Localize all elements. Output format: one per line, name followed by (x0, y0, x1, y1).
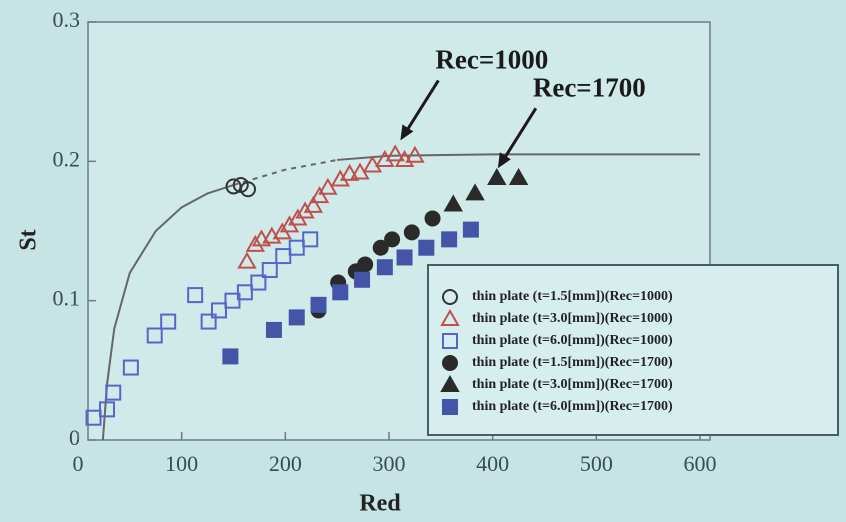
point (358, 257, 372, 271)
annotation: Rec=1000 (435, 45, 548, 75)
x-tick-label: 0 (73, 451, 84, 476)
point (223, 349, 237, 363)
y-axis-label: St (16, 229, 42, 250)
x-tick-label: 100 (165, 451, 198, 476)
x-tick-label: 500 (580, 451, 613, 476)
point (398, 250, 412, 264)
legend-label: thin plate (t=6.0[mm])(Rec=1700) (472, 399, 673, 414)
legend-label: thin plate (t=3.0[mm])(Rec=1000) (472, 311, 673, 326)
point (405, 225, 419, 239)
point (267, 323, 281, 337)
y-tick-label: 0.1 (53, 286, 81, 311)
y-tick-label: 0.2 (53, 146, 81, 171)
point (419, 241, 433, 255)
x-tick-label: 200 (269, 451, 302, 476)
legend-label: thin plate (t=1.5[mm])(Rec=1700) (472, 355, 673, 370)
legend-label: thin plate (t=6.0[mm])(Rec=1000) (472, 333, 673, 348)
legend: thin plate (t=1.5[mm])(Rec=1000) thin pla… (428, 265, 838, 435)
x-tick-label: 600 (684, 451, 717, 476)
point (290, 310, 304, 324)
legend-label: thin plate (t=1.5[mm])(Rec=1000) (472, 289, 673, 304)
legend-marker (443, 400, 457, 414)
point (378, 260, 392, 274)
x-axis-label: Red (359, 491, 401, 517)
point (333, 285, 347, 299)
chart: Red St 00.10.20.30100200300400500600Rec=… (0, 0, 846, 522)
annotation: Rec=1700 (533, 73, 646, 103)
point (442, 232, 456, 246)
point (385, 232, 399, 246)
point (426, 211, 440, 225)
point (355, 273, 369, 287)
x-tick-label: 400 (476, 451, 509, 476)
point (312, 298, 326, 312)
legend-label: thin plate (t=3.0[mm])(Rec=1700) (472, 377, 673, 392)
point (464, 223, 478, 237)
x-tick-label: 300 (373, 451, 406, 476)
legend-marker (443, 356, 457, 370)
y-tick-label: 0.3 (53, 7, 81, 32)
